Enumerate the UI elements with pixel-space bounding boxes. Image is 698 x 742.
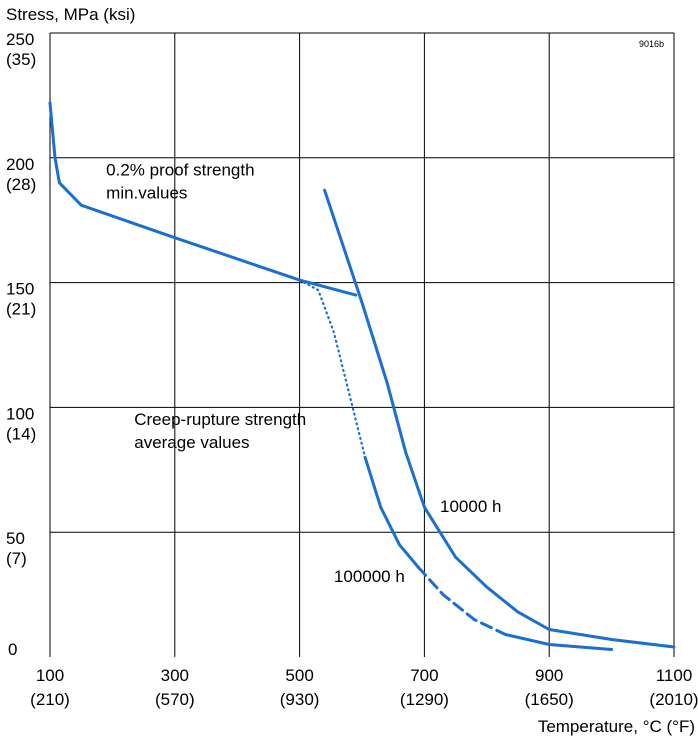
series-line-2 bbox=[298, 279, 367, 459]
y-tick-label-2: 150 bbox=[6, 280, 34, 299]
series-lines bbox=[48, 101, 676, 651]
y-tick-sub-2: (21) bbox=[6, 300, 36, 319]
tick-labels: 100(210)300(570)500(930)700(1290)900(165… bbox=[6, 30, 698, 709]
x-tick-sub-5: (2010) bbox=[649, 690, 698, 709]
series-line-5 bbox=[504, 633, 614, 651]
grid bbox=[49, 32, 675, 657]
series-line-4 bbox=[416, 565, 507, 636]
x-tick-label-1: 300 bbox=[161, 666, 189, 685]
y-tick-label-0: 250 bbox=[6, 30, 34, 49]
y-tick-sub-0: (35) bbox=[6, 50, 36, 69]
y-tick-label-3: 100 bbox=[6, 404, 34, 423]
annotation-1-line-1: average values bbox=[134, 433, 249, 452]
series-line-1 bbox=[323, 188, 676, 649]
x-tick-sub-3: (1290) bbox=[400, 690, 449, 709]
y-axis-title: Stress, MPa (ksi) bbox=[6, 5, 135, 24]
series-line-0 bbox=[48, 101, 358, 297]
y-tick-label-1: 200 bbox=[6, 155, 34, 174]
y-tick-label-5: 0 bbox=[8, 640, 17, 659]
x-tick-label-0: 100 bbox=[36, 666, 64, 685]
y-tick-label-4: 50 bbox=[6, 529, 25, 548]
x-tick-label-3: 700 bbox=[410, 666, 438, 685]
x-tick-sub-2: (930) bbox=[280, 690, 320, 709]
x-tick-label-2: 500 bbox=[285, 666, 313, 685]
y-tick-sub-3: (14) bbox=[6, 424, 36, 443]
figure-code: 9016b bbox=[639, 39, 664, 49]
x-tick-label-5: 1100 bbox=[656, 666, 693, 685]
x-axis-title: Temperature, °C (°F) bbox=[538, 717, 695, 736]
y-tick-sub-4: (7) bbox=[6, 549, 27, 568]
x-tick-sub-1: (570) bbox=[155, 690, 195, 709]
x-tick-sub-4: (1650) bbox=[525, 690, 574, 709]
annotation-1-line-0: Creep-rupture strength bbox=[134, 410, 306, 429]
annotation-0-line-0: 0.2% proof strength bbox=[106, 160, 254, 179]
annotation-2-line-0: 10000 h bbox=[440, 497, 501, 516]
y-tick-sub-1: (28) bbox=[6, 175, 36, 194]
series-line-3 bbox=[363, 455, 420, 569]
x-tick-sub-0: (210) bbox=[30, 690, 70, 709]
annotations: 0.2% proof strength min.values Creep-ruptu… bbox=[106, 160, 501, 586]
x-tick-label-4: 900 bbox=[535, 666, 563, 685]
annotation-3-line-0: 100000 h bbox=[334, 567, 405, 586]
annotation-0-line-1: min.values bbox=[106, 183, 187, 202]
